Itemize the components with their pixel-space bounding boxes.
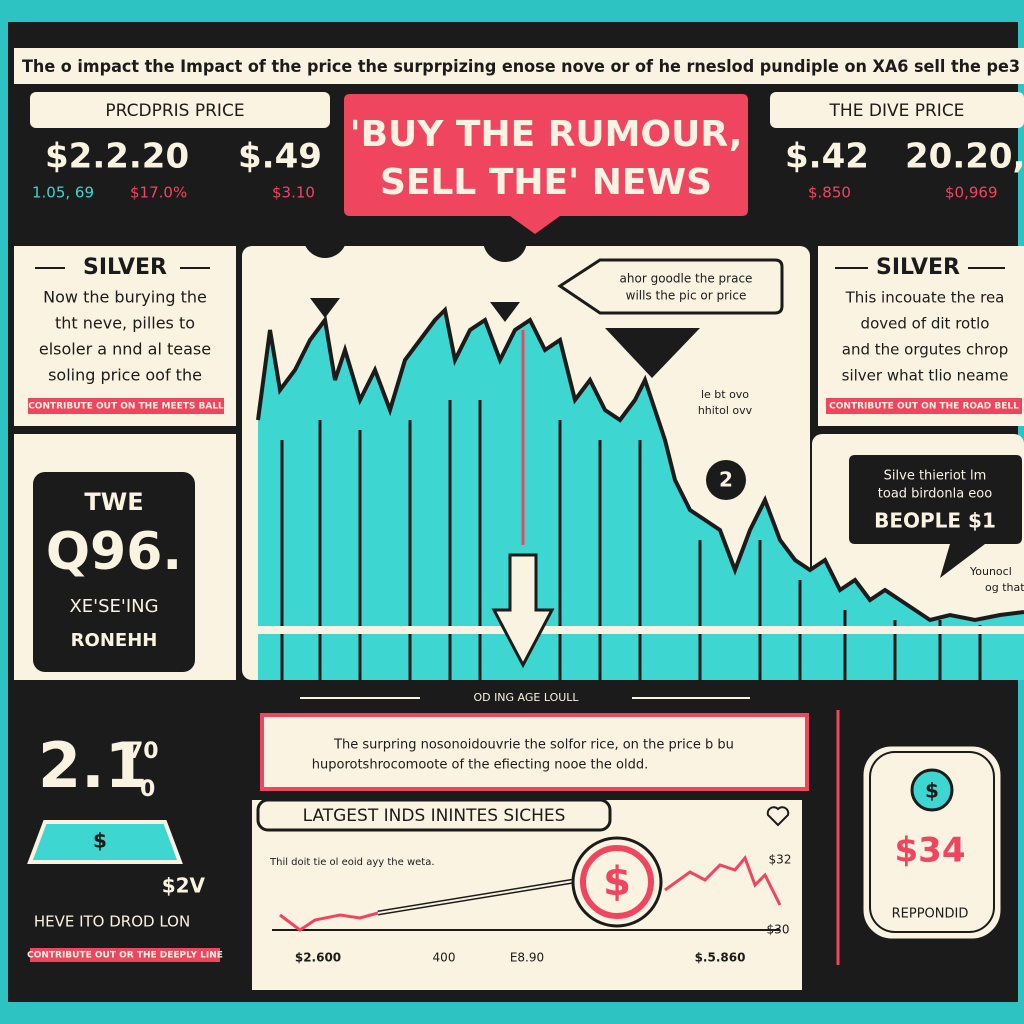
header-bar	[14, 48, 1024, 84]
left-bottom-tag: CONTRIBUTE OUT OR THE DEEPLY LINE	[27, 951, 223, 961]
badge-big: Q96.	[46, 522, 182, 582]
left-panel-label: PRCDPRIS PRICE	[105, 101, 244, 121]
bubble-line: Silve thieriot lm	[884, 469, 987, 484]
card-coin-label: $	[925, 779, 939, 803]
coin-ring	[580, 845, 654, 919]
badge-box	[33, 472, 195, 672]
right-panel-label: THE DIVE PRICE	[829, 101, 965, 121]
left-side-line: Now the burying the	[43, 288, 207, 307]
coin-label: $	[603, 859, 631, 905]
note-line: wills the pic or price	[626, 289, 747, 303]
left-side-title: SILVER	[83, 255, 167, 280]
right-side-tag: CONTRIBUTE OUT ON THE ROAD BELL	[829, 402, 1019, 412]
x-label: $2.600	[295, 951, 341, 965]
center-note-box	[260, 713, 809, 791]
left-bottom-caption: HEVE ITO DROD LON	[34, 913, 190, 931]
right-side-line: doved of dit rotlo	[861, 315, 990, 333]
price-line	[256, 305, 1024, 623]
headline-box	[344, 94, 748, 234]
chart-verticals	[280, 400, 982, 680]
left-side-line: soling price oof the	[48, 366, 202, 385]
bottom-strip	[0, 1002, 1024, 1024]
headline: 'BUY THE RUMOUR,	[350, 114, 743, 155]
left-side-panel	[14, 246, 236, 426]
bottom-chart-title: LATGEST INDS ININTES SICHES	[303, 806, 566, 826]
mini-line	[279, 911, 379, 932]
pin-label: $	[317, 269, 332, 294]
card-value: $34	[895, 831, 966, 871]
card-coin	[910, 768, 954, 812]
left-side-line: elsoler a nnd al tease	[39, 340, 211, 359]
center-note: huporotshrocomoote of the efiecting nooe…	[312, 758, 648, 773]
bubble-line: toad birdonla eoo	[878, 487, 992, 502]
left-panel-sub: 1.05, 69	[32, 184, 94, 202]
bill-icon	[27, 820, 183, 864]
connector	[377, 879, 581, 914]
left-bottom-big: 2.1	[38, 729, 148, 802]
note-line: ahor goodle the prace	[620, 272, 753, 286]
small-note: hhitol ovv	[698, 404, 753, 417]
headline: SELL THE' NEWS	[380, 162, 712, 203]
pin-label: 2	[719, 468, 733, 492]
right-side-panel	[818, 246, 1024, 426]
right-side-tag-box	[826, 398, 1022, 414]
y-label: $30	[767, 923, 790, 937]
heart-icon	[766, 806, 790, 827]
pin-label: $	[497, 273, 512, 298]
pin	[706, 460, 746, 500]
triangle	[605, 328, 700, 378]
x-label: 400	[433, 951, 456, 965]
chart-baseline	[258, 626, 1024, 634]
bubble	[849, 455, 1022, 578]
drop-arrow	[491, 553, 555, 669]
bubble-big: BEOPLE $1	[874, 509, 996, 533]
left-bottom-sub: 0	[140, 777, 155, 802]
left-bottom-value: $2V	[162, 874, 206, 898]
card	[860, 743, 1004, 942]
left-panel-label-box	[30, 92, 330, 128]
bill-label: $	[93, 829, 107, 853]
badge-bottom: RONEHH	[71, 630, 158, 651]
right-side-line: silver what tlio neame	[842, 367, 1009, 385]
left-bottom-sup: 70	[128, 739, 159, 764]
x-label: E8.90	[510, 951, 544, 965]
pin	[303, 214, 348, 318]
x-label: $.5.860	[695, 951, 746, 965]
center-note: The surpring nosonoidouvrie the solfor r…	[333, 738, 734, 753]
right-side-line: This incouate the rea	[845, 289, 1005, 307]
right-panel-sub: $0,969	[945, 184, 998, 202]
left-bottom-tag-box	[30, 948, 220, 962]
edge-note: og that	[985, 581, 1024, 594]
right-panel-value: 20.20,	[905, 137, 1024, 177]
bottom-chart-title-box	[256, 798, 612, 832]
left-panel-sub: $3.10	[272, 184, 315, 202]
badge-top: TWE	[84, 488, 143, 516]
card-caption: REPPONDID	[892, 907, 969, 922]
edge-note: Younocl	[969, 565, 1012, 578]
y-label: $32	[769, 853, 792, 867]
left-side-tag-box	[28, 398, 224, 414]
right-side-line: and the orgutes chrop	[842, 341, 1008, 359]
bottom-chart-panel	[252, 800, 802, 990]
left-panel-value: $.49	[238, 137, 322, 177]
card-inner	[869, 751, 995, 933]
right-panel-value: $.42	[785, 137, 869, 177]
left-side-tag: CONTRIBUTE OUT ON THE MEETS BALL	[28, 402, 224, 412]
badge-mid: XE'SE'ING	[69, 596, 158, 617]
right-panel-label-box	[770, 92, 1024, 128]
mini-line	[664, 855, 782, 906]
right-side-title: SILVER	[876, 255, 960, 280]
note-box	[557, 258, 784, 315]
bottom-chart-note: Thil doit tie ol eoid ayy the weta.	[269, 857, 435, 868]
center-label: OD ING AGE LOULL	[473, 691, 579, 704]
pin	[483, 218, 528, 322]
left-side-line: tht neve, pilles to	[55, 314, 195, 333]
left-panel-value: $2.2.20	[45, 137, 189, 177]
left-panel-sub: $17.0%	[130, 184, 187, 202]
header-text: The o impact the Impact of the price the…	[22, 57, 1020, 77]
right-panel-sub: $.850	[808, 184, 851, 202]
small-note: le bt ovo	[701, 388, 749, 401]
